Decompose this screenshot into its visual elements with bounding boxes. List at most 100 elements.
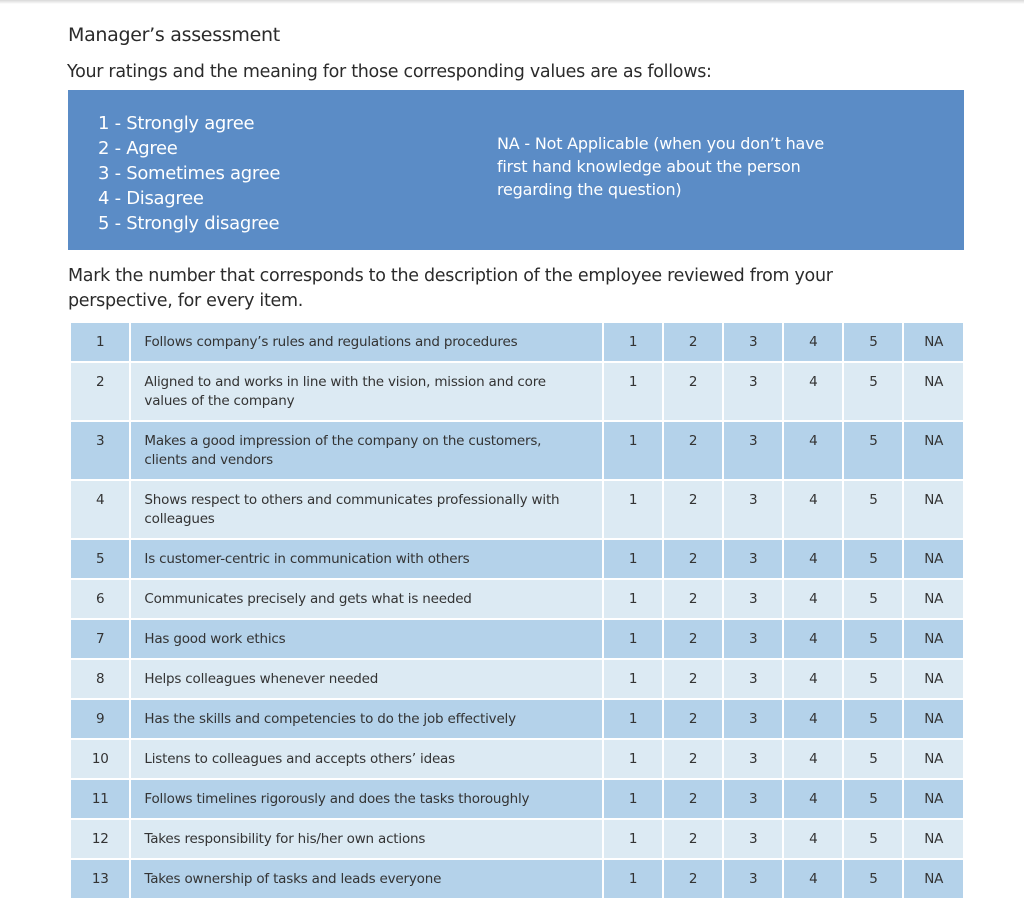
rating-option-2[interactable]: 2 (662, 479, 725, 540)
rating-option-na[interactable]: NA (902, 321, 965, 363)
rating-option-1[interactable]: 1 (601, 818, 665, 860)
item-description: Has the skills and competencies to do th… (129, 698, 604, 740)
rating-option-na[interactable]: NA (902, 618, 965, 660)
rating-option-5[interactable]: 5 (842, 658, 905, 700)
scale-item: 4 - Disagree (98, 188, 204, 209)
item-description: Follows timelines rigorously and does th… (129, 778, 604, 820)
intro-text: Your ratings and the meaning for those c… (67, 62, 712, 82)
rating-option-1[interactable]: 1 (601, 420, 665, 481)
rating-option-3[interactable]: 3 (722, 618, 785, 660)
rating-option-3[interactable]: 3 (722, 321, 785, 363)
rating-option-na[interactable]: NA (902, 738, 965, 780)
rating-option-4[interactable]: 4 (782, 578, 845, 620)
rating-option-na[interactable]: NA (902, 361, 965, 422)
rating-option-2[interactable]: 2 (662, 818, 725, 860)
rating-option-3[interactable]: 3 (722, 538, 785, 580)
rating-option-1[interactable]: 1 (601, 778, 665, 820)
rating-option-4[interactable]: 4 (782, 738, 845, 780)
rating-option-3[interactable]: 3 (722, 658, 785, 700)
rating-option-4[interactable]: 4 (782, 698, 845, 740)
rating-option-5[interactable]: 5 (842, 698, 905, 740)
page-top-edge (0, 0, 1024, 4)
rating-option-na[interactable]: NA (902, 778, 965, 820)
item-number: 6 (68, 578, 132, 620)
rating-option-3[interactable]: 3 (722, 778, 785, 820)
item-number: 3 (68, 420, 132, 481)
scale-item: 5 - Strongly disagree (98, 213, 280, 234)
rating-option-5[interactable]: 5 (842, 618, 905, 660)
rating-option-1[interactable]: 1 (601, 698, 665, 740)
rating-option-2[interactable]: 2 (662, 420, 725, 481)
rating-option-5[interactable]: 5 (842, 538, 905, 580)
rating-option-4[interactable]: 4 (782, 321, 845, 363)
rating-option-5[interactable]: 5 (842, 858, 905, 900)
rating-option-na[interactable]: NA (902, 698, 965, 740)
rating-option-2[interactable]: 2 (662, 778, 725, 820)
rating-option-5[interactable]: 5 (842, 578, 905, 620)
rating-option-na[interactable]: NA (902, 538, 965, 580)
rating-option-1[interactable]: 1 (601, 618, 665, 660)
rating-option-3[interactable]: 3 (722, 578, 785, 620)
rating-option-4[interactable]: 4 (782, 538, 845, 580)
rating-option-5[interactable]: 5 (842, 361, 905, 422)
table-row: 11 Follows timelines rigorously and does … (68, 778, 965, 820)
table-row: 4 Shows respect to others and communicate… (68, 479, 965, 540)
rating-option-5[interactable]: 5 (842, 738, 905, 780)
rating-option-3[interactable]: 3 (722, 858, 785, 900)
item-description: Has good work ethics (129, 618, 604, 660)
rating-option-1[interactable]: 1 (601, 479, 665, 540)
rating-option-3[interactable]: 3 (722, 420, 785, 481)
rating-option-4[interactable]: 4 (782, 858, 845, 900)
rating-option-2[interactable]: 2 (662, 361, 725, 422)
rating-option-4[interactable]: 4 (782, 658, 845, 700)
rating-option-2[interactable]: 2 (662, 738, 725, 780)
rating-option-1[interactable]: 1 (601, 658, 665, 700)
rating-option-4[interactable]: 4 (782, 618, 845, 660)
rating-option-na[interactable]: NA (902, 479, 965, 540)
rating-option-1[interactable]: 1 (601, 858, 665, 900)
rating-option-4[interactable]: 4 (782, 479, 845, 540)
item-description: Shows respect to others and communicates… (129, 479, 604, 540)
rating-option-3[interactable]: 3 (722, 738, 785, 780)
rating-option-1[interactable]: 1 (601, 361, 665, 422)
item-description: Is customer-centric in communication wit… (129, 538, 604, 580)
rating-option-2[interactable]: 2 (662, 538, 725, 580)
rating-option-4[interactable]: 4 (782, 420, 845, 481)
instruction-text: Mark the number that corresponds to the … (68, 266, 833, 311)
rating-option-3[interactable]: 3 (722, 479, 785, 540)
rating-option-2[interactable]: 2 (662, 858, 725, 900)
rating-option-na[interactable]: NA (902, 858, 965, 900)
rating-option-2[interactable]: 2 (662, 578, 725, 620)
rating-option-2[interactable]: 2 (662, 658, 725, 700)
rating-option-4[interactable]: 4 (782, 778, 845, 820)
rating-option-2[interactable]: 2 (662, 698, 725, 740)
rating-option-5[interactable]: 5 (842, 818, 905, 860)
item-description: Takes ownership of tasks and leads every… (129, 858, 604, 900)
item-number: 8 (68, 658, 132, 700)
item-description: Makes a good impression of the company o… (129, 420, 604, 481)
rating-option-3[interactable]: 3 (722, 698, 785, 740)
rating-option-5[interactable]: 5 (842, 479, 905, 540)
rating-option-4[interactable]: 4 (782, 818, 845, 860)
rating-option-1[interactable]: 1 (601, 538, 665, 580)
rating-option-4[interactable]: 4 (782, 361, 845, 422)
section-title: Manager’s assessment (68, 24, 280, 46)
table-row: 12 Takes responsibility for his/her own a… (68, 818, 965, 860)
rating-option-1[interactable]: 1 (601, 578, 665, 620)
rating-option-2[interactable]: 2 (662, 321, 725, 363)
rating-option-na[interactable]: NA (902, 658, 965, 700)
rating-option-2[interactable]: 2 (662, 618, 725, 660)
rating-option-na[interactable]: NA (902, 818, 965, 860)
rating-option-na[interactable]: NA (902, 420, 965, 481)
rating-option-1[interactable]: 1 (601, 738, 665, 780)
table-row: 3 Makes a good impression of the company … (68, 420, 965, 481)
rating-option-1[interactable]: 1 (601, 321, 665, 363)
rating-option-5[interactable]: 5 (842, 321, 905, 363)
rating-option-3[interactable]: 3 (722, 361, 785, 422)
rating-option-5[interactable]: 5 (842, 778, 905, 820)
rating-option-3[interactable]: 3 (722, 818, 785, 860)
rating-option-5[interactable]: 5 (842, 420, 905, 481)
item-description: Follows company’s rules and regulations … (129, 321, 604, 363)
rating-option-na[interactable]: NA (902, 578, 965, 620)
item-number: 7 (68, 618, 132, 660)
